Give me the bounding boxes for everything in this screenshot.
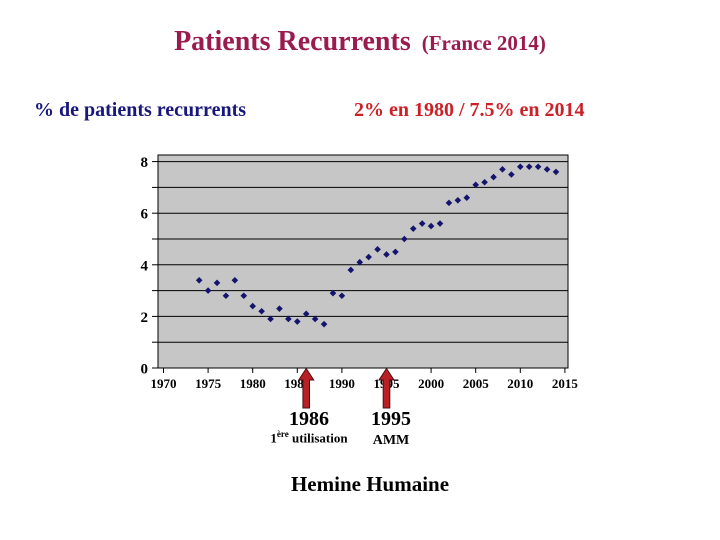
caption-superscript: ère [276, 429, 289, 439]
data-point [508, 171, 515, 178]
data-point [338, 292, 346, 300]
data-point [311, 315, 319, 323]
annotation-year-1995: 1995 [371, 408, 411, 430]
data-point [534, 163, 542, 171]
data-point [356, 258, 364, 266]
footer-label: Hemine Humaine [290, 472, 450, 496]
data-point [276, 305, 283, 312]
data-point [302, 310, 310, 318]
annotation-caption-1995: AMM [372, 433, 410, 448]
data-point [463, 194, 471, 202]
x-tick-label: 2005 [463, 376, 490, 391]
x-tick-label: 1990 [329, 376, 355, 391]
data-point [249, 302, 256, 310]
annotation-caption-1986: 1ère utilisation [270, 429, 348, 446]
data-point [347, 266, 355, 274]
page-title-paren: (France 2014) [421, 31, 546, 55]
data-point [231, 276, 239, 284]
x-tick-label: 2000 [418, 376, 444, 391]
data-point [267, 315, 274, 323]
x-tick-label: 1975 [195, 376, 222, 391]
scatter-chart: 0246819701975198019851990199520002005201… [141, 154, 579, 409]
data-point [294, 318, 301, 325]
data-point [445, 199, 453, 207]
x-tick-label: 1970 [151, 376, 177, 391]
plot-area [157, 154, 569, 369]
caption-prefix: 1 [270, 430, 277, 446]
data-point [195, 276, 203, 284]
title-spacer [415, 26, 422, 57]
y-tick-label: 8 [141, 155, 149, 171]
x-tick-label: 2010 [507, 376, 533, 391]
y-tick-label: 6 [141, 207, 149, 223]
data-point [543, 166, 551, 173]
data-point [517, 163, 524, 171]
y-tick-label: 2 [141, 310, 149, 326]
caption-rest: utilisation [288, 430, 348, 446]
event-annotation-1986: 1986 1ère utilisation [270, 409, 347, 445]
data-point [204, 287, 212, 294]
y-tick-label: 0 [141, 362, 149, 378]
y-tick-label: 4 [141, 258, 149, 274]
annotation-year-1986: 1986 [288, 408, 329, 430]
data-point [320, 320, 328, 328]
data-point [213, 279, 221, 287]
data-point [222, 292, 230, 300]
data-point [409, 225, 417, 232]
page-title: Patients Recurrents (France 2014) [0, 26, 720, 58]
data-point [285, 315, 292, 323]
page-title-main: Patients Recurrents [174, 26, 411, 57]
data-point [329, 289, 337, 297]
event-arrow-1995 [378, 367, 395, 409]
x-tick-label: 1980 [240, 376, 266, 391]
data-point [401, 235, 408, 243]
event-arrow-1986 [297, 367, 315, 409]
key-figures-label: 2% en 1980 / 7.5% en 2014 [354, 99, 585, 121]
event-annotation-1995: 1995 AMM [371, 409, 411, 449]
data-point [499, 166, 506, 173]
data-point [392, 248, 399, 256]
x-tick-label: 2015 [552, 376, 579, 391]
data-point [258, 307, 265, 315]
y-axis-caption: % de patients recurrents [34, 99, 247, 121]
data-point [374, 246, 381, 253]
data-point [365, 253, 372, 261]
data-point [427, 222, 435, 230]
data-point [240, 292, 248, 300]
